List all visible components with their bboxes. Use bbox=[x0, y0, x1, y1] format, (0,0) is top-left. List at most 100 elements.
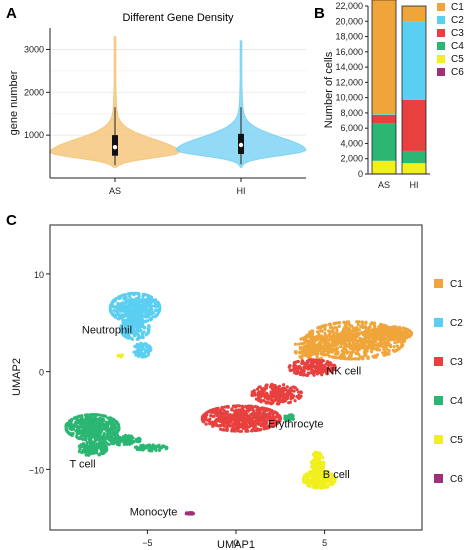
umap-point-c1 bbox=[360, 357, 365, 361]
umap-point-c3 bbox=[262, 410, 266, 414]
umap-point-c1 bbox=[360, 320, 364, 324]
umap-point-c1 bbox=[361, 331, 365, 335]
umap-point-c3 bbox=[312, 373, 316, 377]
umap-point-c1 bbox=[395, 344, 399, 348]
umap-point-c2 bbox=[116, 317, 120, 321]
umap-legend-label: C5 bbox=[450, 435, 463, 446]
umap-point-c1 bbox=[385, 333, 389, 337]
umap-point-c2 bbox=[126, 292, 130, 296]
umap-point-c4 bbox=[100, 413, 104, 418]
umap-point-c5 bbox=[301, 477, 305, 481]
umap-annotations: Neutrophil NK cell Erythrocyte T cell B cell… bbox=[69, 325, 361, 519]
umap-point-c3 bbox=[250, 429, 254, 433]
umap-point-c2 bbox=[123, 313, 128, 317]
umap-point-c2 bbox=[143, 325, 147, 329]
umap-point-c4 bbox=[141, 447, 145, 451]
umap-point-c3 bbox=[216, 414, 220, 418]
umap-point-c1 bbox=[397, 347, 401, 351]
umap-point-c2 bbox=[109, 304, 113, 308]
umap-point-c2 bbox=[117, 296, 122, 300]
umap-point-c3 bbox=[314, 365, 318, 369]
violin-x-tick-label: AS bbox=[109, 186, 121, 196]
umap-point-c1 bbox=[323, 323, 327, 327]
umap-point-c4 bbox=[77, 444, 81, 448]
umap-point-c1 bbox=[367, 339, 371, 344]
umap-point-c1 bbox=[377, 325, 381, 329]
umap-point-c1 bbox=[340, 330, 344, 334]
umap-point-c2 bbox=[121, 301, 125, 305]
umap-point-c1 bbox=[364, 326, 368, 330]
umap-point-c1 bbox=[306, 339, 310, 343]
umap-point-c3 bbox=[248, 404, 252, 408]
umap-point-c3 bbox=[268, 385, 273, 389]
umap-point-c4 bbox=[137, 440, 141, 444]
panel-a-label: A bbox=[6, 5, 17, 22]
umap-point-c3 bbox=[257, 428, 261, 432]
umap-point-c1 bbox=[345, 331, 349, 335]
umap-point-c4 bbox=[123, 436, 127, 440]
umap-point-c3 bbox=[296, 359, 300, 364]
umap-point-c5 bbox=[306, 479, 310, 483]
umap-y-ticks: 10 0 −10 bbox=[29, 270, 50, 475]
umap-point-c4 bbox=[106, 416, 110, 420]
bar-legend-swatch bbox=[437, 42, 445, 50]
umap-point-c1 bbox=[343, 357, 347, 361]
umap-point-c4 bbox=[160, 446, 164, 450]
umap-point-c1 bbox=[390, 334, 394, 338]
umap-point-c4 bbox=[96, 413, 100, 417]
umap-point-c1 bbox=[316, 336, 320, 340]
umap-point-c2 bbox=[127, 303, 131, 307]
umap-annotation: Neutrophil bbox=[82, 325, 132, 337]
umap-point-c1 bbox=[329, 348, 333, 352]
umap-point-c1 bbox=[343, 338, 347, 342]
umap-point-c3 bbox=[260, 418, 264, 422]
umap-point-c2 bbox=[148, 294, 152, 298]
umap-point-c1 bbox=[375, 347, 379, 351]
umap-point-c3 bbox=[253, 422, 257, 426]
umap-point-c1 bbox=[404, 331, 408, 335]
umap-point-c1 bbox=[311, 338, 315, 342]
umap-point-c1 bbox=[307, 343, 311, 347]
umap-point-c4 bbox=[135, 447, 140, 452]
umap-point-c1 bbox=[351, 341, 355, 345]
umap-point-c4 bbox=[94, 447, 98, 451]
umap-point-c1 bbox=[351, 347, 355, 351]
umap-point-c3 bbox=[302, 361, 306, 365]
umap-point-c3 bbox=[310, 360, 314, 365]
umap-point-c3 bbox=[209, 410, 213, 414]
violin-y-label: gene number bbox=[8, 70, 20, 135]
umap-point-c5 bbox=[331, 475, 335, 479]
umap-point-c2 bbox=[129, 313, 133, 318]
umap-point-c3 bbox=[329, 363, 334, 367]
umap-point-c3 bbox=[296, 395, 300, 399]
umap-point-c1 bbox=[391, 348, 395, 352]
umap-point-c4 bbox=[70, 417, 74, 422]
umap-point-c3 bbox=[280, 399, 284, 403]
umap-point-c4 bbox=[108, 435, 112, 439]
umap-point-c1 bbox=[403, 334, 407, 338]
umap-point-c2 bbox=[136, 337, 140, 341]
umap-point-c2 bbox=[147, 312, 151, 316]
umap-point-c3 bbox=[290, 395, 294, 399]
umap-point-c2 bbox=[119, 307, 123, 312]
umap-point-c1 bbox=[346, 357, 351, 361]
umap-point-c1 bbox=[355, 343, 359, 347]
umap-point-c4 bbox=[91, 413, 95, 417]
umap-point-c3 bbox=[330, 370, 334, 374]
umap-point-c2 bbox=[149, 317, 154, 321]
umap-point-c4 bbox=[105, 427, 110, 431]
umap-point-c4 bbox=[135, 445, 139, 449]
umap-point-c3 bbox=[220, 405, 224, 410]
bar-hi-c5 bbox=[402, 163, 426, 174]
umap-point-c4 bbox=[83, 429, 87, 433]
umap-point-c3 bbox=[249, 413, 253, 417]
umap-point-c1 bbox=[387, 348, 391, 353]
umap-point-c4 bbox=[80, 431, 84, 435]
umap-point-c3 bbox=[233, 423, 237, 427]
umap-point-c4 bbox=[138, 448, 142, 452]
umap-point-c1 bbox=[342, 320, 346, 324]
umap-point-c2 bbox=[136, 292, 140, 296]
violin-hi bbox=[175, 40, 307, 168]
umap-point-c1 bbox=[311, 349, 315, 353]
umap-point-c1 bbox=[331, 344, 335, 348]
